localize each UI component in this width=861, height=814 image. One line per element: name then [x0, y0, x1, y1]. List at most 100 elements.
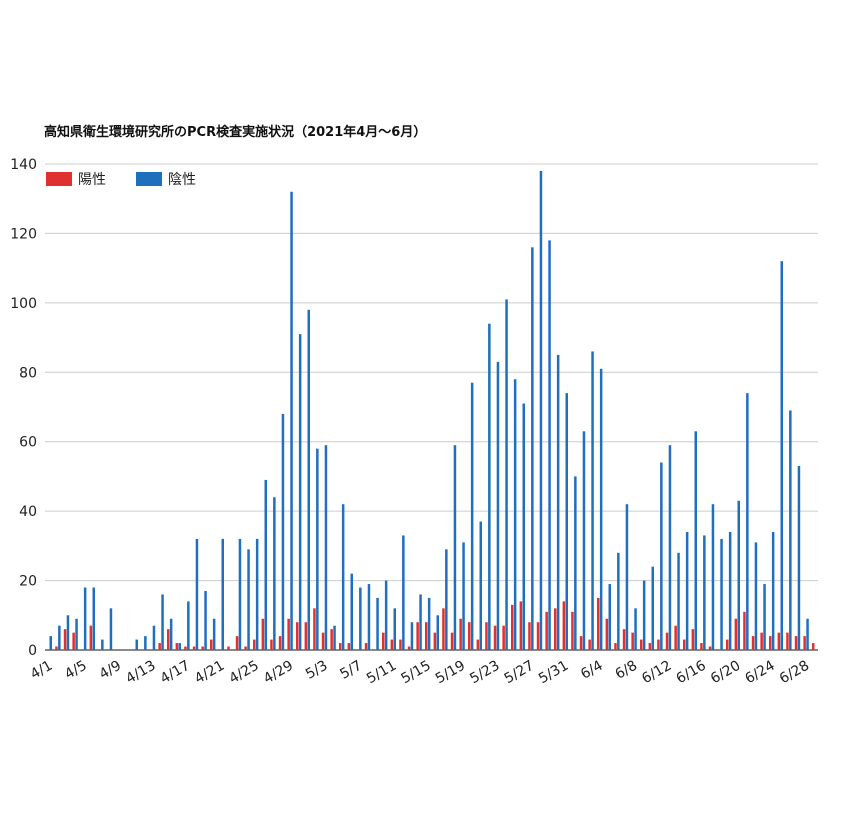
bar-positive — [407, 646, 411, 650]
y-tick-label: 0 — [28, 643, 37, 659]
x-tick-label: 4/1 — [28, 658, 56, 683]
bar-positive — [777, 632, 781, 650]
legend-label-positive: 陽性 — [78, 172, 106, 188]
y-tick-label: 40 — [19, 504, 37, 520]
bar-positive — [700, 643, 703, 650]
bar-positive — [416, 622, 419, 650]
bar-negative — [255, 538, 259, 650]
x-tick-label: 6/16 — [674, 658, 709, 688]
bar-positive — [511, 604, 514, 650]
bar-positive — [769, 636, 772, 650]
bar-negative — [651, 566, 654, 650]
bar-negative — [221, 538, 224, 650]
x-tick-label: 5/3 — [303, 658, 331, 683]
bar-positive — [726, 639, 729, 650]
bar-negative — [531, 247, 534, 651]
bar-negative — [109, 608, 113, 650]
bar-negative — [608, 584, 611, 650]
bar-negative — [470, 382, 474, 650]
bar-positive — [579, 636, 583, 650]
bar-positive — [364, 643, 368, 650]
bar-positive — [390, 639, 394, 650]
bar-positive — [287, 618, 290, 650]
bar-negative — [178, 643, 181, 650]
bar-negative — [49, 636, 52, 650]
x-tick-label: 5/15 — [398, 658, 433, 688]
bar-positive — [571, 611, 574, 650]
bar-negative — [539, 170, 543, 650]
x-tick-label: 5/31 — [536, 658, 571, 688]
bar-negative — [445, 549, 448, 650]
bar-positive — [631, 632, 634, 650]
bar-negative — [350, 573, 353, 650]
bar-positive — [192, 646, 196, 650]
x-tick-label: 4/13 — [123, 658, 158, 688]
bar-negative — [591, 351, 594, 650]
bar-negative — [789, 410, 792, 650]
bar-negative — [273, 497, 276, 650]
bar-positive — [794, 636, 798, 650]
bar-positive — [803, 636, 806, 650]
y-tick-label: 140 — [10, 157, 37, 173]
bar-positive — [313, 608, 316, 650]
y-tick-label: 80 — [19, 365, 37, 381]
bar-negative — [771, 531, 775, 650]
bar-positive — [399, 639, 402, 650]
bar-positive — [743, 611, 746, 650]
bar-negative — [634, 608, 637, 650]
bar-negative — [556, 354, 560, 650]
bar-negative — [290, 191, 293, 650]
bar-positive — [614, 643, 617, 650]
bar-positive — [640, 639, 643, 650]
bar-positive — [812, 643, 815, 650]
bar-negative — [505, 299, 508, 650]
bar-negative — [737, 500, 740, 650]
x-tick-label: 5/27 — [502, 658, 537, 688]
bar-positive — [63, 629, 67, 650]
bar-negative — [367, 584, 371, 650]
bar-positive — [468, 622, 471, 650]
bar-negative — [66, 615, 70, 650]
bar-positive — [683, 639, 686, 650]
bar-positive — [227, 646, 230, 650]
x-tick-label: 6/8 — [613, 658, 641, 683]
bar-positive — [382, 632, 385, 650]
bar-negative — [754, 542, 758, 650]
y-tick-label: 60 — [19, 435, 37, 451]
bar-negative — [582, 431, 586, 650]
x-tick-label: 6/24 — [742, 658, 777, 688]
bar-negative — [152, 625, 156, 650]
bar-positive — [708, 646, 712, 650]
legend-label-negative: 陰性 — [168, 172, 196, 188]
bar-negative — [419, 594, 422, 650]
x-tick-label: 5/19 — [433, 658, 468, 688]
bar-negative — [780, 261, 783, 650]
bar-negative — [513, 379, 517, 650]
bar-positive — [270, 639, 273, 650]
bar-negative — [496, 361, 500, 650]
bar-negative — [324, 445, 328, 650]
bar-positive — [201, 646, 204, 650]
bar-positive — [304, 622, 308, 650]
bar-negative — [238, 538, 242, 650]
x-tick-label: 4/29 — [261, 658, 296, 688]
bar-negative — [522, 403, 525, 650]
x-tick-label: 4/17 — [158, 658, 193, 688]
bar-negative — [694, 431, 697, 650]
bar-positive — [167, 629, 170, 650]
bar-positive — [278, 636, 282, 650]
bar-positive — [476, 639, 480, 650]
bar-negative — [685, 531, 689, 650]
bar-positive — [605, 618, 609, 650]
bar-positive — [485, 622, 488, 650]
bar-negative — [574, 476, 577, 650]
bar-positive — [493, 625, 497, 650]
bar-negative — [625, 504, 629, 650]
bar-positive — [648, 643, 652, 650]
bar-negative — [187, 601, 190, 650]
bar-positive — [330, 629, 333, 650]
bar-negative — [565, 393, 568, 650]
x-tick-label: 5/23 — [467, 658, 502, 688]
bar-negative — [660, 462, 663, 650]
